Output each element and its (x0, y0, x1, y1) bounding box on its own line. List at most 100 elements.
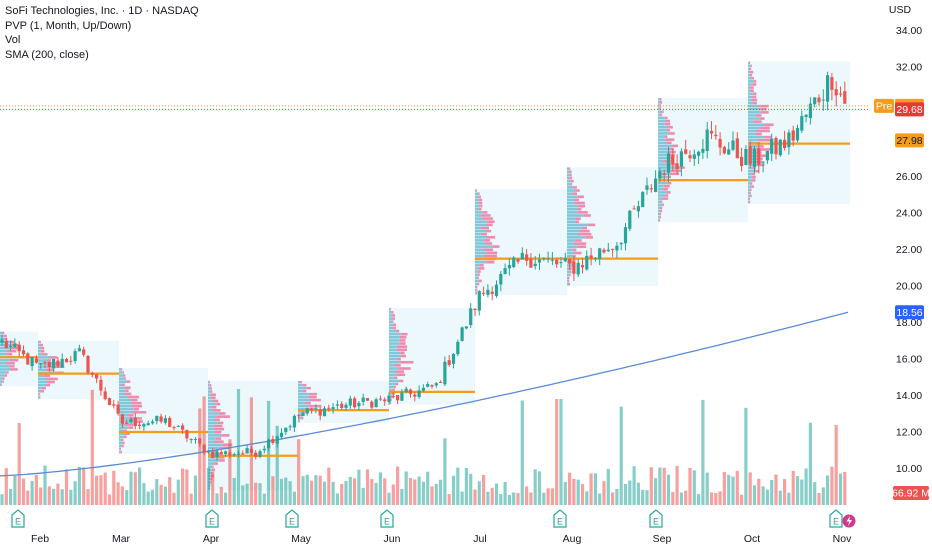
profile-bar-down (5, 362, 15, 365)
profile-bar-up (389, 326, 394, 330)
candle-body (679, 151, 683, 167)
earnings-event-icon[interactable]: E (205, 509, 219, 528)
volume-bar (236, 389, 241, 505)
profile-bar-down (214, 427, 225, 431)
earnings-event-icon[interactable]: E (285, 509, 299, 528)
candle-body (219, 452, 223, 455)
profile-bar-down (577, 207, 582, 211)
profile-bar-down (572, 192, 577, 195)
profile-bar-up (389, 339, 400, 342)
poc-price-badge-bg (895, 133, 924, 148)
profile-bar-up (748, 80, 754, 83)
profile-bar-up (658, 147, 669, 151)
earnings-event-icon[interactable]: E (11, 509, 25, 528)
legend-vol[interactable]: Vol (5, 34, 21, 46)
profile-bar-up (389, 382, 396, 386)
profile-bar-down (569, 170, 572, 174)
profile-bar-down (2, 331, 5, 335)
profile-bar-down (664, 122, 671, 126)
profile-bar-up (475, 276, 478, 280)
profile-bar-up (475, 263, 480, 267)
profile-bar-down (578, 204, 586, 208)
volume-bar (30, 480, 34, 505)
candle-body (477, 291, 481, 311)
volume-bar (146, 491, 150, 505)
volume-bar (335, 493, 339, 505)
candle-body (529, 258, 533, 268)
candle-body (400, 392, 404, 401)
candle-body (787, 132, 791, 148)
earnings-event-icon[interactable]: E (380, 509, 394, 528)
candle-body (224, 451, 228, 454)
candle-body (572, 261, 576, 274)
profile-bar-down (587, 223, 596, 227)
volume-bar (585, 491, 589, 505)
profile-bar-down (573, 242, 587, 245)
profile-bar-up (119, 417, 130, 420)
profile-bar-up (748, 135, 765, 139)
profile-bar-up (208, 418, 215, 422)
volume-bar (348, 476, 352, 505)
profile-bar-down (120, 450, 122, 454)
earnings-event-shape (649, 509, 663, 528)
profile-bar-down (569, 270, 572, 274)
earnings-event-shape (553, 509, 567, 528)
profile-bar-up (567, 167, 570, 170)
candle-body (365, 398, 370, 401)
volume-bar (731, 476, 735, 505)
profile-bar-down (486, 223, 493, 227)
volume-bar (619, 406, 623, 505)
candle-body (305, 408, 309, 414)
profile-bar-down (667, 175, 672, 179)
profile-bar-up (389, 335, 400, 339)
volume-bar (684, 490, 688, 505)
profile-bar-down (662, 187, 668, 191)
profile-bar-down (123, 374, 126, 377)
pre-label-badge-bg (874, 98, 894, 113)
volume-bar (529, 492, 533, 505)
profile-bar-down (760, 107, 767, 111)
profile-bar-down (575, 217, 581, 220)
profile-bar-down (52, 362, 61, 365)
volume-bar (301, 476, 305, 505)
profile-bar-up (748, 73, 750, 77)
candle-body (606, 249, 610, 252)
earnings-event-icon[interactable]: E (829, 509, 843, 528)
profile-bar-up (208, 402, 217, 406)
candles-layer (0, 71, 847, 461)
candle-body (830, 77, 834, 90)
volume-bar (413, 479, 417, 505)
candle-body (636, 206, 640, 212)
profile-bar-up (38, 389, 41, 393)
legend-title[interactable]: SoFi Technologies, Inc. · 1D · NASDAQ (5, 5, 199, 17)
legend-sma[interactable]: SMA (200, close) (5, 48, 89, 61)
profile-bar-up (658, 113, 660, 117)
profile-bar-up (389, 307, 391, 311)
profile-bar-up (475, 282, 478, 286)
profile-bar-down (577, 232, 592, 236)
profile-bar-down (583, 214, 591, 217)
profile-bar-down (475, 292, 477, 295)
profile-bar-down (577, 211, 588, 214)
candle-body (340, 403, 344, 409)
profile-bar-down (47, 380, 55, 384)
dividend-event-icon[interactable] (842, 514, 856, 528)
profile-bar-up (748, 120, 754, 123)
earnings-event-icon[interactable]: E (553, 509, 567, 528)
legend-pvp[interactable]: PVP (1, Month, Up/Down) (5, 19, 132, 32)
profile-bar-up (748, 138, 759, 142)
candle-body (533, 263, 537, 267)
profile-bar-up (748, 166, 753, 170)
volume-bar (391, 484, 395, 505)
volume-bar (396, 466, 400, 505)
earnings-event-icon[interactable]: E (649, 509, 663, 528)
profile-bar-up (748, 182, 750, 185)
candle-body (843, 91, 847, 104)
volume-bar (765, 489, 769, 505)
volume-bar (611, 492, 615, 505)
volume-bar (39, 487, 43, 505)
volume-bar (60, 489, 64, 505)
candle-body (370, 401, 374, 408)
profile-bar-down (390, 401, 392, 405)
